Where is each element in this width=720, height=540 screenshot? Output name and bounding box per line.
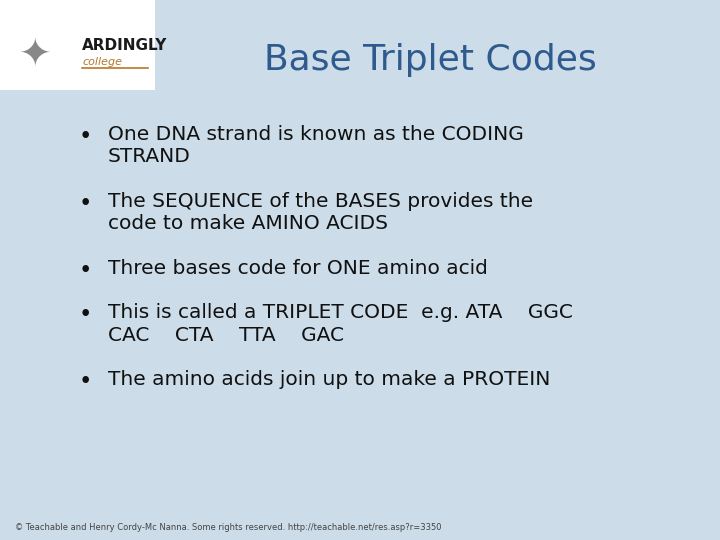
Text: Base Triplet Codes: Base Triplet Codes [264, 43, 596, 77]
Text: CAC    CTA    TTA    GAC: CAC CTA TTA GAC [108, 326, 344, 345]
Text: ARDINGLY: ARDINGLY [82, 37, 167, 52]
Text: The SEQUENCE of the BASES provides the: The SEQUENCE of the BASES provides the [108, 192, 533, 211]
Text: ✦: ✦ [18, 36, 50, 74]
Text: •: • [78, 192, 91, 215]
Text: •: • [78, 303, 91, 326]
Text: •: • [78, 370, 91, 393]
Text: One DNA strand is known as the CODING: One DNA strand is known as the CODING [108, 125, 523, 144]
Text: This is called a TRIPLET CODE  e.g. ATA    GGC: This is called a TRIPLET CODE e.g. ATA G… [108, 303, 573, 322]
Text: The amino acids join up to make a PROTEIN: The amino acids join up to make a PROTEI… [108, 370, 550, 389]
Text: Three bases code for ONE amino acid: Three bases code for ONE amino acid [108, 259, 488, 278]
Bar [0, 0, 155, 90]
Text: STRAND: STRAND [108, 147, 191, 166]
Text: © Teachable and Henry Cordy-Mc Nanna. Some rights reserved. http://teachable.net: © Teachable and Henry Cordy-Mc Nanna. So… [15, 523, 441, 532]
Text: •: • [78, 125, 91, 148]
Text: •: • [78, 259, 91, 282]
Text: college: college [82, 57, 122, 67]
Text: code to make AMINO ACIDS: code to make AMINO ACIDS [108, 214, 388, 233]
